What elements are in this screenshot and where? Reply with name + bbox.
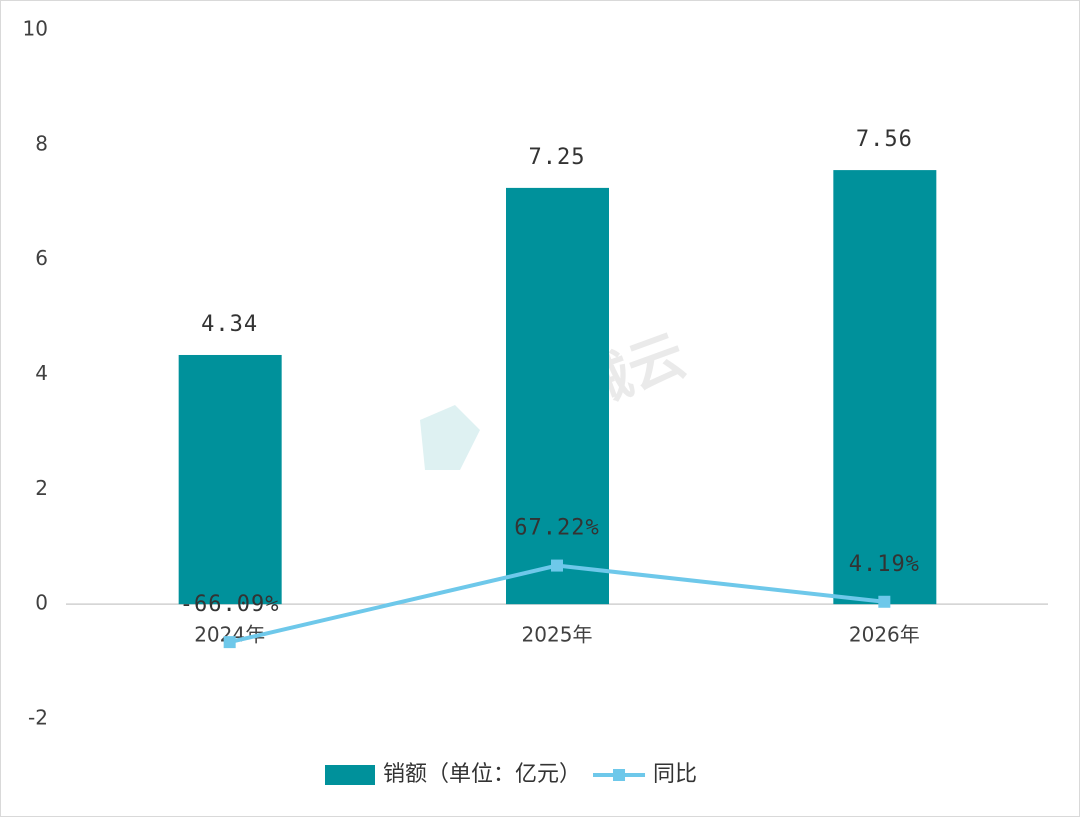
y-tick-label: 2 bbox=[35, 476, 48, 500]
y-tick-label: 6 bbox=[35, 246, 48, 270]
bar bbox=[833, 170, 937, 605]
legend-label: 同比 bbox=[653, 762, 697, 787]
bar-value-label: 4.34 bbox=[201, 312, 258, 337]
watermark-logo bbox=[420, 405, 480, 470]
y-tick-label: 10 bbox=[23, 17, 48, 41]
line-value-label: -66.09% bbox=[180, 592, 280, 617]
legend-swatch-marker bbox=[613, 769, 626, 781]
line-marker bbox=[551, 559, 563, 572]
y-tick-label: 0 bbox=[35, 591, 48, 615]
bar-value-label: 7.25 bbox=[529, 145, 586, 170]
y-tick-label: -2 bbox=[28, 706, 48, 730]
y-tick-label: 4 bbox=[35, 361, 48, 385]
bar bbox=[506, 187, 609, 605]
legend-swatch bbox=[325, 765, 375, 785]
line-value-label: 67.22% bbox=[514, 516, 599, 541]
y-tick-label: 8 bbox=[35, 131, 48, 155]
x-tick-label: 2025年 bbox=[522, 623, 593, 647]
line-marker bbox=[223, 636, 236, 649]
bar bbox=[178, 354, 282, 605]
x-tick-label: 2026年 bbox=[849, 623, 920, 647]
legend-label: 销额（单位：亿元） bbox=[383, 762, 581, 787]
bar-value-label: 7.56 bbox=[856, 127, 913, 152]
line-marker bbox=[878, 595, 891, 608]
line-value-label: 4.19% bbox=[849, 552, 920, 577]
